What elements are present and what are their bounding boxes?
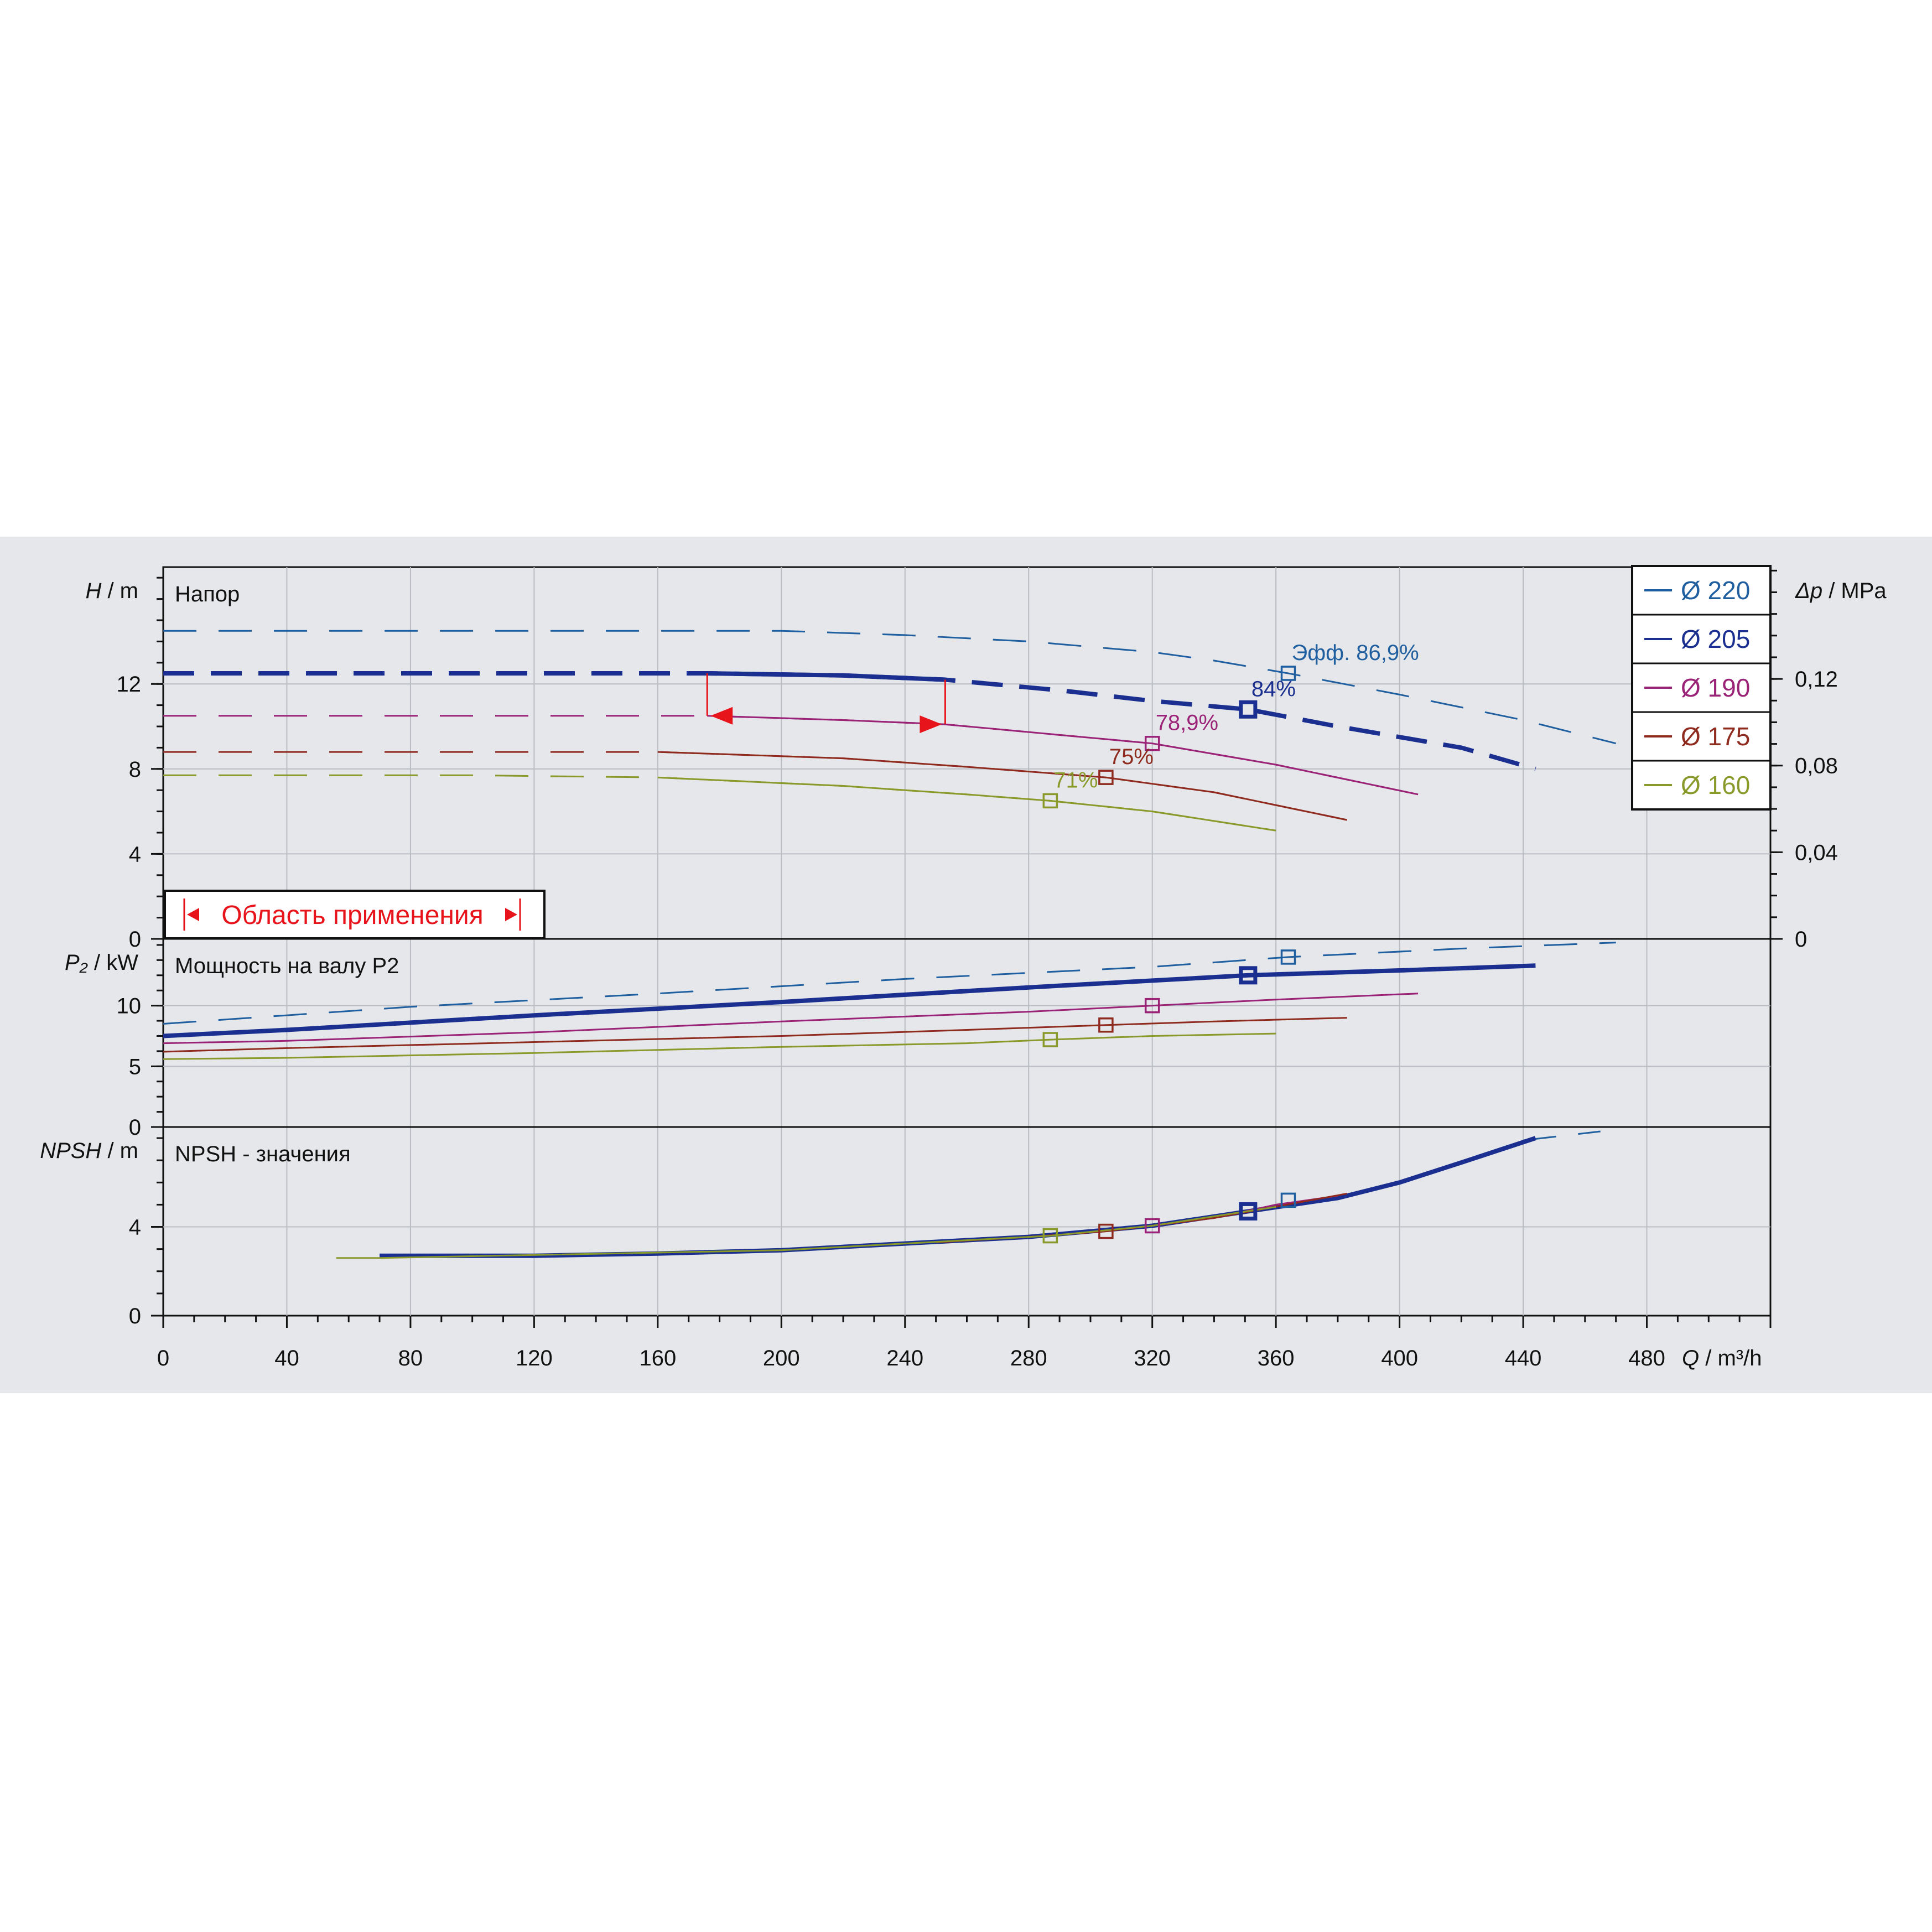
x-tick-label: 40 bbox=[274, 1346, 299, 1370]
x-tick-label: 80 bbox=[398, 1346, 423, 1370]
operating-range-box-arrow-right bbox=[505, 908, 517, 921]
y-tick-label: 8 bbox=[129, 757, 141, 782]
operating-range-max-arrow bbox=[920, 715, 942, 734]
operating-range: Область применения bbox=[164, 673, 946, 939]
operating-range-label: Область применения bbox=[221, 901, 483, 930]
curve-head-dashed bbox=[163, 671, 1536, 771]
panel-title-head: Напор bbox=[175, 582, 240, 606]
bep-marker bbox=[1042, 1228, 1058, 1244]
y2-tick-label: 0,04 bbox=[1795, 840, 1838, 865]
bep-label: Эфф. 86,9% bbox=[1292, 641, 1419, 665]
bep-markers bbox=[1042, 666, 1296, 1244]
legend-entry: Ø 175 bbox=[1681, 722, 1750, 751]
x-tick-label: 360 bbox=[1258, 1346, 1295, 1370]
y-tick-label: 12 bbox=[117, 672, 142, 697]
bep-marker bbox=[1280, 666, 1296, 681]
legend: Ø 220 Ø 205 Ø 190 Ø 175 Ø 160 bbox=[1631, 565, 1772, 811]
legend-entry: Ø 220 bbox=[1681, 576, 1750, 605]
curve-power bbox=[163, 963, 1536, 1038]
y-axis-label-head: H / m bbox=[85, 579, 138, 603]
y-tick-label: 0 bbox=[129, 1304, 141, 1328]
x-tick-label: 160 bbox=[639, 1346, 676, 1370]
bep-label: 75% bbox=[1109, 745, 1154, 769]
bep-label: 71% bbox=[1053, 768, 1098, 792]
operating-range-box-arrow-left bbox=[187, 908, 199, 921]
legend-entry: Ø 205 bbox=[1681, 625, 1750, 653]
curve-npsh bbox=[1523, 1130, 1601, 1141]
y-tick-label: 4 bbox=[129, 1216, 141, 1240]
bep-marker bbox=[1144, 1218, 1160, 1234]
legend-entry: Ø 160 bbox=[1681, 771, 1750, 799]
panel-head bbox=[163, 630, 1617, 832]
y-tick-label: 5 bbox=[129, 1055, 141, 1079]
y-tick-label: 0 bbox=[129, 1115, 141, 1140]
x-axis-label: Q / m³/h bbox=[1682, 1346, 1762, 1370]
legend-entry: Ø 190 bbox=[1681, 673, 1750, 702]
bep-marker bbox=[1098, 770, 1114, 785]
bep-marker bbox=[1280, 949, 1296, 965]
curve-power bbox=[163, 942, 1616, 1025]
curve-npsh bbox=[336, 1206, 1276, 1259]
y-tick-label: 4 bbox=[129, 842, 141, 866]
curve-head-solid bbox=[657, 751, 1347, 821]
bep-label: 84% bbox=[1251, 677, 1296, 701]
x-tick-label: 240 bbox=[886, 1346, 923, 1370]
bep-label: 78,9% bbox=[1156, 711, 1218, 735]
bep-marker bbox=[1144, 998, 1160, 1014]
curve-power bbox=[163, 1017, 1347, 1053]
x-tick-label: 320 bbox=[1134, 1346, 1171, 1370]
curve-head-solid bbox=[657, 776, 1276, 832]
plot-area bbox=[162, 566, 1772, 1317]
x-tick-label: 480 bbox=[1628, 1346, 1665, 1370]
x-tick-label: 120 bbox=[516, 1346, 553, 1370]
grid bbox=[163, 567, 1770, 1316]
curve-power bbox=[163, 993, 1419, 1045]
x-tick-label: 400 bbox=[1381, 1346, 1418, 1370]
y2-tick-label: 0,08 bbox=[1795, 754, 1838, 778]
y-tick-label: 10 bbox=[117, 994, 142, 1019]
operating-range-box bbox=[164, 890, 546, 939]
x-tick-label: 0 bbox=[157, 1346, 169, 1370]
bep-marker bbox=[1098, 1017, 1114, 1033]
panel-title-power: Мощность на валу P2 bbox=[175, 954, 399, 978]
y-tick-label: 0 bbox=[129, 927, 141, 952]
x-tick-label: 280 bbox=[1010, 1346, 1047, 1370]
y2-tick-label: 0 bbox=[1795, 927, 1807, 952]
bep-marker bbox=[1239, 966, 1258, 985]
panel-title-npsh: NPSH - значения bbox=[175, 1142, 351, 1166]
curve-power bbox=[163, 1032, 1276, 1060]
axes bbox=[151, 569, 1783, 1328]
panel-npsh bbox=[336, 1130, 1601, 1259]
y-axis-label-power: P₂ / kW bbox=[65, 951, 138, 975]
x-tick-label: 200 bbox=[763, 1346, 800, 1370]
x-tick-label: 440 bbox=[1505, 1346, 1542, 1370]
bep-marker bbox=[1042, 793, 1058, 809]
curve-head-dashed bbox=[163, 630, 1617, 745]
labels: 0 40 80 120 160 200 240 280 320 360 400 440 480 Q / m… bbox=[40, 579, 1887, 1370]
bep-marker bbox=[1098, 1223, 1114, 1239]
operating-range-min-arrow bbox=[710, 707, 733, 725]
bep-marker bbox=[1239, 1202, 1258, 1221]
bep-marker bbox=[1144, 735, 1160, 751]
panel-power bbox=[163, 942, 1616, 1060]
y2-axis-label: Δp / MPa bbox=[1795, 579, 1887, 603]
y2-tick-label: 0,12 bbox=[1795, 667, 1838, 692]
bep-marker bbox=[1042, 1032, 1058, 1047]
curve-head-solid bbox=[707, 671, 946, 682]
bep-marker bbox=[1280, 1192, 1296, 1208]
curve-head-solid bbox=[707, 715, 1419, 796]
bep-marker bbox=[1239, 700, 1258, 719]
y-axis-label-npsh: NPSH / m bbox=[40, 1139, 138, 1163]
curves bbox=[163, 630, 1617, 1259]
